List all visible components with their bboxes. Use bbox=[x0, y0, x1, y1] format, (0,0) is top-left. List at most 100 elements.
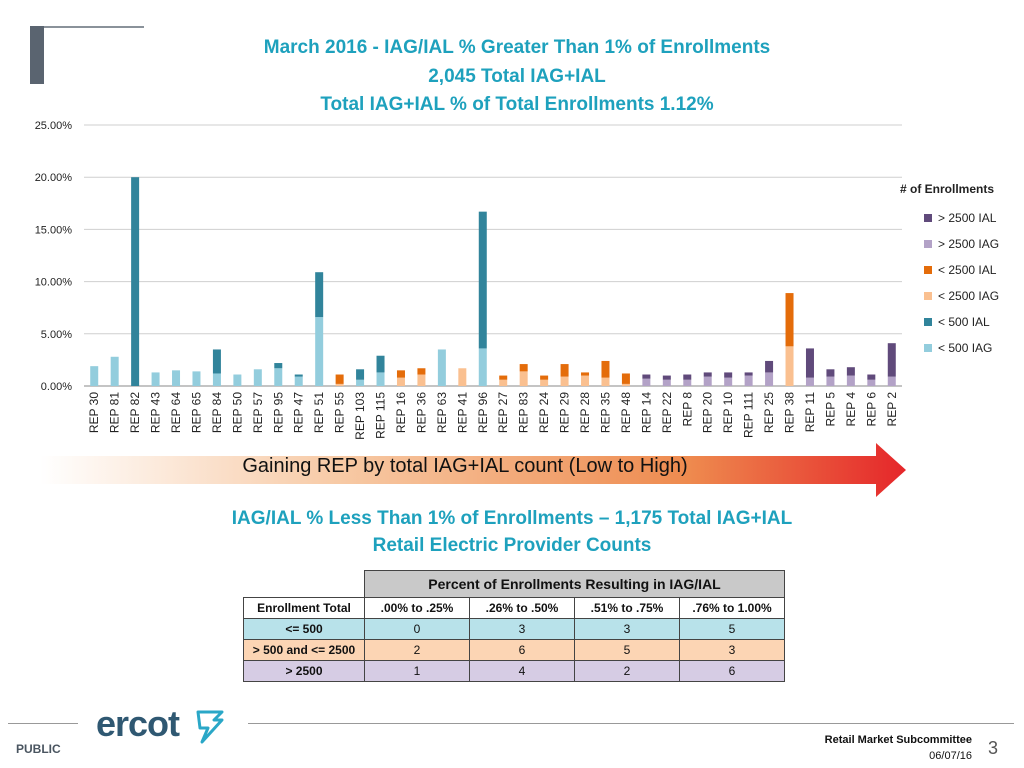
x-tick-label: REP 111 bbox=[742, 392, 756, 438]
bar-segment bbox=[274, 368, 283, 386]
x-tick-label: REP 29 bbox=[558, 392, 572, 433]
stacked-bar-chart: 0.00% 5.00% 10.00% 15.00% 20.00% 25.00% REP 30… bbox=[35, 120, 902, 440]
bar-segment bbox=[131, 177, 140, 386]
table-cell: 0 bbox=[364, 618, 470, 640]
x-tick-label: REP 82 bbox=[128, 392, 142, 433]
x-tick-label: REP 2 bbox=[885, 392, 899, 427]
x-tick-label: REP 115 bbox=[374, 392, 388, 439]
bar-segment bbox=[335, 374, 344, 384]
x-tick-label: REP 16 bbox=[394, 392, 408, 433]
table-cell: 6 bbox=[469, 639, 575, 661]
bar-segment bbox=[846, 375, 855, 386]
bar-segment bbox=[376, 355, 385, 373]
decorative-rule bbox=[44, 26, 144, 28]
bar-segment bbox=[478, 211, 487, 349]
bar-segment bbox=[151, 372, 160, 386]
lower-title-line-1: IAG/IAL % Less Than 1% of Enrollments – … bbox=[231, 508, 793, 529]
bar-segment bbox=[315, 317, 324, 386]
column-header: Enrollment Total bbox=[243, 597, 365, 619]
x-tick-label: REP 35 bbox=[598, 392, 612, 433]
column-header: .00% to .25% bbox=[364, 597, 470, 619]
legend-label: < 2500 IAL bbox=[938, 263, 997, 277]
bar-segment bbox=[765, 372, 774, 386]
legend-item: > 2500 IAL bbox=[924, 205, 1020, 231]
bar-segment bbox=[887, 376, 896, 386]
bar-segment bbox=[805, 377, 814, 386]
table-cell: 5 bbox=[574, 639, 680, 661]
bar-segment bbox=[662, 379, 671, 386]
bar-segment bbox=[581, 372, 590, 376]
x-tick-label: REP 64 bbox=[169, 392, 183, 433]
y-tick-label: 15.00% bbox=[35, 224, 73, 236]
bar-segment bbox=[376, 372, 385, 386]
page-number: 3 bbox=[988, 738, 999, 758]
legend-item: > 2500 IAG bbox=[924, 231, 1020, 257]
bar-segment bbox=[703, 376, 712, 386]
bar-segment bbox=[683, 374, 692, 380]
row-label: > 2500 bbox=[243, 660, 365, 682]
x-tick-label: REP 5 bbox=[823, 392, 837, 427]
bar-segment bbox=[540, 375, 549, 380]
lower-title-line-2: Retail Electric Provider Counts bbox=[372, 535, 652, 556]
x-tick-label: REP 6 bbox=[864, 392, 878, 427]
bar-segment bbox=[294, 376, 303, 386]
table-cell: 2 bbox=[574, 660, 680, 682]
chart-legend: # of Enrollments > 2500 IAL > 2500 IAG < 2… bbox=[900, 182, 1020, 361]
row-label: <= 500 bbox=[243, 618, 365, 640]
bar-segment bbox=[212, 373, 221, 386]
legend-label: < 2500 IAG bbox=[938, 289, 1000, 303]
y-tick-label: 0.00% bbox=[41, 381, 72, 393]
ercot-logo: ercot bbox=[96, 703, 180, 744]
bar-segment bbox=[846, 367, 855, 376]
legend-label: > 2500 IAL bbox=[938, 211, 997, 225]
y-tick-label: 10.00% bbox=[35, 277, 73, 289]
x-tick-label: REP 83 bbox=[517, 392, 531, 433]
x-tick-label: REP 27 bbox=[496, 392, 510, 433]
x-tick-label: REP 4 bbox=[844, 392, 858, 427]
legend-swatch bbox=[924, 214, 932, 222]
bar-segment bbox=[560, 364, 569, 377]
bar-segment bbox=[540, 379, 549, 386]
table-cell: 6 bbox=[679, 660, 785, 682]
bar-segment bbox=[683, 379, 692, 386]
x-tick-label: REP 51 bbox=[312, 392, 326, 433]
column-header: .76% to 1.00% bbox=[679, 597, 785, 619]
x-tick-label: REP 81 bbox=[108, 392, 122, 433]
bar-segment bbox=[724, 377, 733, 386]
legend-label: > 2500 IAG bbox=[938, 237, 1000, 251]
bar-segment bbox=[294, 374, 303, 377]
footer-divider bbox=[8, 723, 78, 724]
column-header: .26% to .50% bbox=[469, 597, 575, 619]
legend-label: < 500 IAG bbox=[938, 341, 993, 355]
table-cell: 3 bbox=[574, 618, 680, 640]
y-tick-label: 25.00% bbox=[35, 120, 73, 132]
bar-segment bbox=[212, 349, 221, 374]
table-row: > 500 and <= 2500 2 6 5 3 bbox=[243, 639, 785, 661]
bar-segment bbox=[315, 272, 324, 318]
table-header: Percent of Enrollments Resulting in IAG/… bbox=[364, 570, 785, 598]
bar-segment bbox=[642, 374, 651, 379]
bar-segment bbox=[417, 374, 426, 386]
x-tick-label: REP 96 bbox=[476, 392, 490, 433]
table-cell: 1 bbox=[364, 660, 470, 682]
x-tick-label: REP 65 bbox=[189, 392, 203, 433]
x-tick-label: REP 10 bbox=[721, 392, 735, 433]
committee-name: Retail Market Subcommittee bbox=[824, 734, 972, 746]
legend-swatch bbox=[924, 292, 932, 300]
x-tick-label: REP 28 bbox=[578, 392, 592, 433]
x-tick-label: REP 22 bbox=[660, 392, 674, 433]
legend-item: < 2500 IAL bbox=[924, 257, 1020, 283]
bar-segment bbox=[335, 383, 344, 386]
bar-segment bbox=[867, 374, 876, 380]
bar-segment bbox=[172, 370, 181, 386]
bar-segment bbox=[356, 379, 365, 386]
decorative-bracket bbox=[30, 26, 44, 84]
bar-segment bbox=[621, 373, 630, 384]
chart-title-line-1: March 2016 - IAG/IAL % Greater Than 1% o… bbox=[263, 37, 771, 58]
x-tick-label: REP 57 bbox=[251, 392, 265, 433]
legend-swatch bbox=[924, 240, 932, 248]
x-tick-label: REP 47 bbox=[292, 392, 306, 433]
legend-label: < 500 IAL bbox=[938, 315, 990, 329]
x-tick-label: REP 50 bbox=[230, 392, 244, 433]
x-tick-label: REP 103 bbox=[353, 392, 367, 440]
